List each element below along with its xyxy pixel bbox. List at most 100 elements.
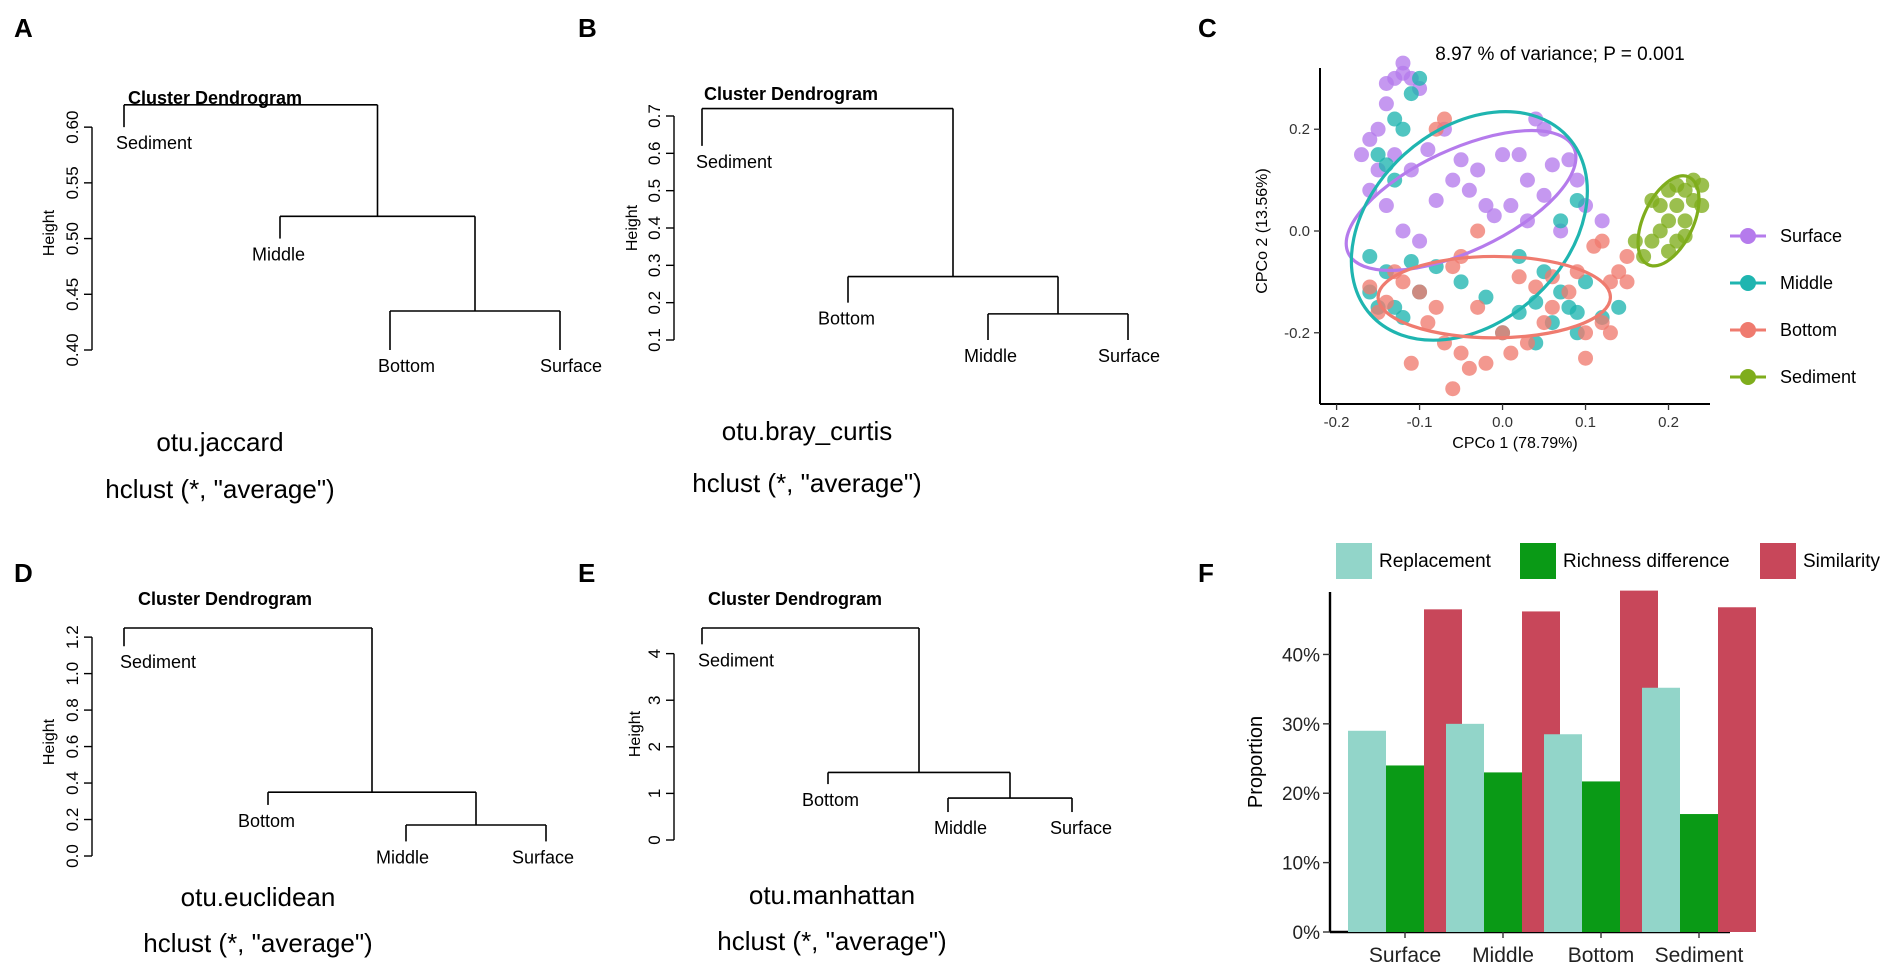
y-tick-label: 1.0: [63, 662, 82, 686]
point-bottom: [1594, 315, 1610, 331]
point-middle: [1395, 121, 1411, 137]
point-bottom: [1428, 299, 1444, 315]
point-middle: [1578, 274, 1594, 290]
point-surface: [1561, 152, 1577, 168]
legend-label-middle: Middle: [1780, 273, 1833, 293]
point-bottom: [1362, 279, 1378, 295]
y-tick-label: 0.2: [63, 808, 82, 832]
dendrogram-title: Cluster Dendrogram: [704, 84, 878, 104]
point-bottom: [1461, 360, 1477, 376]
panel-letter-d: D: [14, 558, 33, 588]
y-tick-label: -0.2: [1284, 325, 1310, 342]
y-tick-label: 0.4: [63, 771, 82, 795]
point-middle: [1569, 304, 1585, 320]
point-surface: [1536, 187, 1552, 203]
panel-letter-e: E: [578, 558, 595, 588]
point-surface: [1519, 172, 1535, 188]
leaf-label-surface: Surface: [512, 847, 574, 867]
leaf-label-surface: Surface: [540, 356, 602, 376]
point-middle: [1403, 254, 1419, 270]
point-bottom: [1445, 381, 1461, 397]
point-surface: [1594, 213, 1610, 229]
dendrogram-caption-method: hclust (*, "average"): [692, 468, 921, 498]
y-axis-title: Proportion: [1245, 716, 1267, 808]
point-surface: [1569, 172, 1585, 188]
y-tick-label: 40%: [1282, 645, 1320, 666]
y-tick-label: 0.2: [645, 291, 664, 315]
point-middle: [1478, 289, 1494, 305]
point-surface: [1511, 147, 1527, 163]
leaf-label-bottom: Bottom: [238, 811, 295, 831]
y-tick-label: 0.6: [645, 142, 664, 166]
panel-letter-a: A: [14, 13, 33, 43]
bar-middle-replacement: [1446, 723, 1484, 932]
point-bottom: [1445, 259, 1461, 275]
point-surface: [1428, 192, 1444, 208]
leaf-label-bottom: Bottom: [378, 356, 435, 376]
point-surface: [1470, 162, 1486, 178]
panel-d-dendrogram: 0.0 0.2 0.4 0.6 0.8 1.0 1.2 Height Cluster Dendr…: [41, 589, 574, 958]
point-sediment: [1661, 213, 1677, 229]
y-tick-label: 0.45: [63, 278, 82, 311]
leaf-label-middle: Middle: [252, 245, 305, 265]
panel-f-bar-chart: Replacement Richness difference Similarity…: [1245, 543, 1881, 967]
y-tick-label: 0%: [1293, 923, 1321, 944]
dendrogram-caption-method: hclust (*, "average"): [143, 928, 372, 958]
bar-bottom-richness-difference: [1582, 781, 1620, 932]
panel-letter-f: F: [1198, 558, 1214, 588]
x-tick-label-middle: Middle: [1472, 944, 1534, 967]
y-tick-label: 0.0: [63, 844, 82, 868]
point-sediment: [1661, 182, 1677, 198]
legend-label-0: Replacement: [1379, 551, 1492, 572]
point-middle: [1553, 213, 1569, 229]
panel-e-dendrogram: 0 1 2 3 4 Height Cluster Dendrogram Sediment Bot…: [627, 589, 1112, 956]
point-middle: [1403, 86, 1419, 102]
bar-surface-replacement: [1348, 730, 1386, 932]
point-surface: [1412, 233, 1428, 249]
dendrogram-title: Cluster Dendrogram: [128, 88, 302, 108]
legend-marker-sediment: [1740, 369, 1756, 385]
point-middle: [1453, 274, 1469, 290]
legend-label-bottom: Bottom: [1780, 320, 1837, 340]
dendrogram-title: Cluster Dendrogram: [708, 589, 882, 609]
point-sediment: [1644, 233, 1660, 249]
y-tick-label: 0.7: [645, 104, 664, 128]
point-bottom: [1412, 284, 1428, 300]
point-surface: [1495, 147, 1511, 163]
leaf-label-sediment: Sediment: [120, 652, 196, 672]
legend-swatch-2: [1760, 543, 1796, 579]
bar-bottom-replacement: [1544, 734, 1582, 932]
panel-c-pcoa-scatter: 8.97 % of variance; P = 0.001 -0.2 -0.1 0.0…: [1254, 44, 1856, 452]
leaf-label-sediment: Sediment: [116, 133, 192, 153]
point-sediment: [1661, 243, 1677, 259]
ellipse-middle: [1349, 110, 1589, 342]
point-surface: [1378, 96, 1394, 112]
legend-marker-middle: [1740, 275, 1756, 291]
y-tick-label: 0.4: [645, 216, 664, 240]
legend-label-surface: Surface: [1780, 226, 1842, 246]
leaf-label-surface: Surface: [1050, 818, 1112, 838]
y-tick-label: 20%: [1282, 784, 1320, 805]
point-bottom: [1470, 223, 1486, 239]
point-surface: [1478, 198, 1494, 214]
point-surface: [1378, 75, 1394, 91]
x-tick-label: -0.2: [1324, 414, 1350, 431]
panel-a-dendrogram: 0.40 0.45 0.50 0.55 0.60 Height Cluster Dendro…: [41, 88, 602, 504]
point-bottom: [1561, 284, 1577, 300]
point-bottom: [1619, 274, 1635, 290]
point-bottom: [1578, 350, 1594, 366]
bar-middle-richness-difference: [1484, 772, 1522, 932]
point-middle: [1569, 192, 1585, 208]
y-tick-label: 0.5: [645, 179, 664, 203]
point-bottom: [1420, 315, 1436, 331]
point-surface: [1362, 182, 1378, 198]
point-surface: [1420, 142, 1436, 158]
panel-b-dendrogram: 0.1 0.2 0.3 0.4 0.5 0.6 0.7 Height Cluster Dendr…: [624, 84, 1160, 498]
y-tick-label: 0.6: [63, 735, 82, 759]
legend-label-1: Richness difference: [1563, 551, 1730, 572]
point-bottom: [1453, 345, 1469, 361]
dendrogram-caption-method: hclust (*, "average"): [105, 474, 334, 504]
point-sediment: [1652, 223, 1668, 239]
y-tick-label: 0.0: [1289, 223, 1310, 240]
x-tick-label: -0.1: [1407, 414, 1433, 431]
